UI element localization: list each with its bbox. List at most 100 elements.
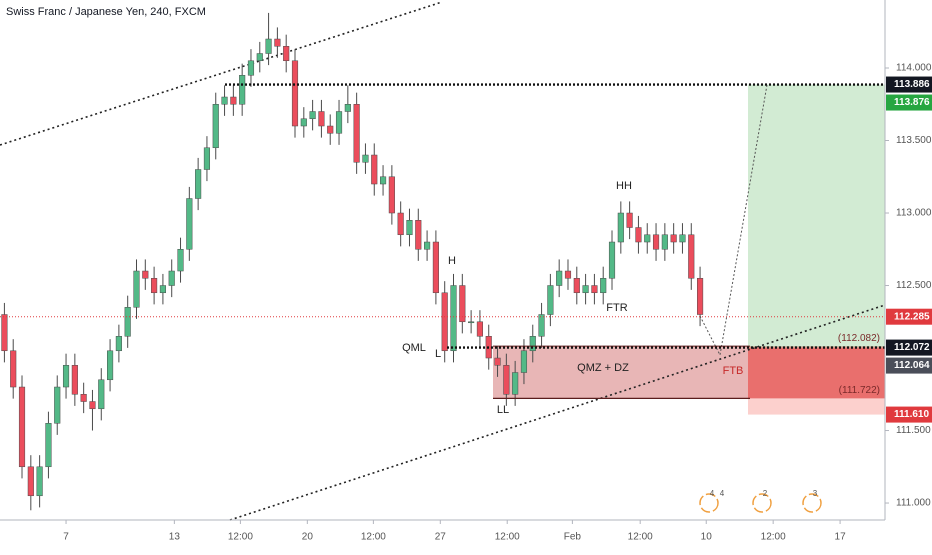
x-tick-label: 12:00 bbox=[495, 532, 520, 543]
candle-body bbox=[45, 423, 52, 468]
candle-body bbox=[107, 350, 114, 381]
zone-label: (112.082) bbox=[838, 333, 880, 344]
x-tick-label: 12:00 bbox=[628, 532, 653, 543]
candle-body bbox=[406, 220, 413, 236]
annotation: LL bbox=[497, 404, 509, 416]
x-tick-label: 10 bbox=[701, 532, 713, 543]
candle-body bbox=[697, 278, 704, 315]
candle-body bbox=[564, 270, 572, 279]
y-tick-label: 113.000 bbox=[896, 208, 932, 219]
candle-body bbox=[300, 118, 307, 127]
event-count: 4 bbox=[710, 489, 715, 498]
price-tag-label: 111.610 bbox=[894, 409, 929, 420]
candle-body bbox=[432, 241, 439, 294]
candle-body bbox=[168, 270, 175, 286]
candle-body bbox=[71, 365, 78, 395]
event-icon bbox=[752, 493, 772, 513]
candle-body bbox=[89, 401, 96, 410]
price-tag bbox=[886, 308, 932, 325]
candle-body bbox=[520, 350, 528, 373]
event-icon bbox=[699, 493, 719, 513]
candle-body bbox=[362, 154, 369, 163]
candle-body bbox=[230, 96, 237, 105]
candle-body bbox=[1, 314, 8, 352]
candle-body bbox=[617, 212, 624, 243]
candle-body bbox=[379, 176, 387, 185]
candle-body bbox=[679, 234, 686, 243]
candle-body bbox=[54, 386, 61, 424]
annotation: HH bbox=[616, 180, 632, 192]
candle-body bbox=[441, 292, 448, 352]
candle-body bbox=[661, 234, 668, 250]
candle-body bbox=[635, 227, 642, 243]
x-tick-label: 17 bbox=[835, 532, 847, 543]
chart-title: Swiss Franc / Japanese Yen, 240, FXCM bbox=[6, 6, 206, 18]
candle-body bbox=[608, 241, 616, 279]
annotation: FTR bbox=[606, 302, 627, 314]
target-zone bbox=[748, 84, 885, 348]
zones bbox=[493, 84, 885, 415]
candle-body bbox=[688, 234, 695, 279]
candles bbox=[1, 12, 704, 511]
annotation: QML bbox=[402, 342, 426, 354]
price-tag-label: 113.876 bbox=[894, 97, 930, 108]
price-tag bbox=[886, 339, 932, 356]
price-tag bbox=[886, 76, 932, 93]
annotation: QMZ + DZ bbox=[577, 362, 629, 374]
event-count: 2 bbox=[763, 489, 768, 498]
candle-body bbox=[159, 285, 166, 294]
event-count: 3 bbox=[813, 489, 818, 498]
candle-body bbox=[239, 75, 246, 105]
candle-body bbox=[203, 147, 211, 170]
candle-body bbox=[556, 270, 563, 286]
annotation: L bbox=[435, 348, 441, 360]
candle-body bbox=[186, 198, 193, 250]
candle-body bbox=[212, 104, 219, 149]
x-tick-label: 12:00 bbox=[361, 532, 386, 543]
candle-body bbox=[291, 60, 299, 127]
candle-body bbox=[573, 278, 580, 294]
candle-body bbox=[670, 234, 677, 243]
candle-body bbox=[18, 386, 26, 468]
price-tag-label: 112.285 bbox=[894, 311, 930, 322]
candle-body bbox=[344, 104, 351, 112]
y-tick-label: 112.500 bbox=[896, 280, 932, 291]
y-tick-label: 111.000 bbox=[896, 498, 931, 509]
price-tag bbox=[886, 94, 932, 111]
y-tick-label: 113.500 bbox=[896, 135, 932, 146]
price-tag bbox=[886, 357, 932, 374]
x-tick-label: 7 bbox=[63, 532, 69, 543]
candle-body bbox=[133, 270, 140, 308]
candle-body bbox=[274, 38, 281, 47]
x-tick-label: 12:00 bbox=[761, 532, 786, 543]
candle-body bbox=[503, 365, 510, 395]
candle-body bbox=[309, 111, 316, 120]
event-count: 4 bbox=[720, 489, 725, 498]
candle-body bbox=[459, 285, 466, 323]
x-tick-label: 27 bbox=[435, 532, 447, 543]
zone-label: (111.722) bbox=[839, 385, 880, 396]
candle-body bbox=[600, 278, 607, 294]
x-tick-label: Feb bbox=[564, 532, 582, 543]
candle-body bbox=[538, 314, 545, 337]
candle-body bbox=[318, 111, 325, 127]
candle-body bbox=[652, 234, 660, 250]
candle-body bbox=[62, 365, 70, 388]
x-tick-label: 12:00 bbox=[228, 532, 253, 543]
candle-body bbox=[512, 372, 519, 395]
candle-body bbox=[80, 394, 87, 402]
y-tick-label: 111.500 bbox=[896, 425, 931, 436]
candle-body bbox=[10, 350, 17, 388]
candle-body bbox=[335, 111, 343, 134]
candle-body bbox=[424, 241, 431, 250]
price-tag-label: 112.072 bbox=[894, 342, 930, 353]
candle-body bbox=[397, 212, 404, 236]
candle-body bbox=[124, 307, 131, 337]
candle-body bbox=[283, 46, 290, 62]
annotation: H bbox=[448, 255, 456, 267]
candle-body bbox=[151, 278, 158, 294]
